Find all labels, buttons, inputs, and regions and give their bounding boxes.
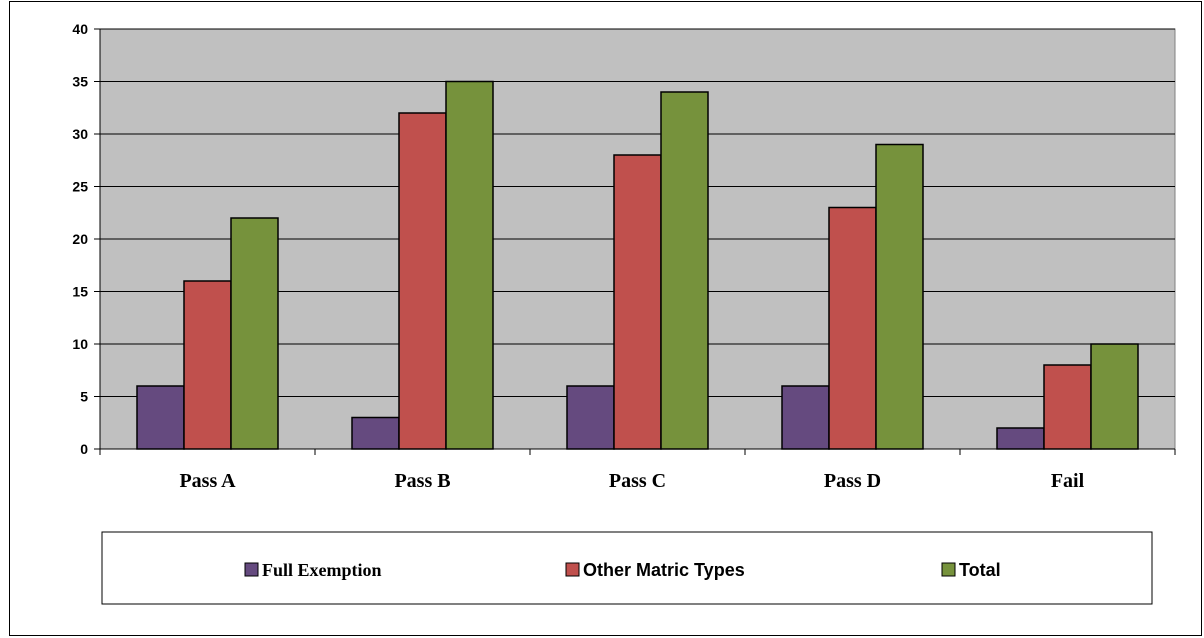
y-tick-label: 10 bbox=[72, 336, 88, 352]
x-category-label: Pass B bbox=[394, 470, 450, 492]
legend-label: Other Matric Types bbox=[583, 560, 745, 580]
legend-label: Full Exemption bbox=[262, 560, 382, 580]
y-tick-label: 0 bbox=[80, 441, 88, 457]
legend-label: Total bbox=[959, 560, 1001, 580]
x-category-label: Fail bbox=[1051, 470, 1085, 492]
x-category-label: Pass A bbox=[179, 470, 236, 492]
x-category-label: Pass C bbox=[609, 470, 666, 492]
bar bbox=[828, 206, 877, 450]
y-tick-label: 35 bbox=[72, 74, 88, 90]
x-category-label: Pass D bbox=[824, 470, 881, 492]
bar bbox=[351, 416, 400, 450]
bar bbox=[183, 280, 232, 450]
bar bbox=[781, 385, 830, 450]
bar bbox=[613, 154, 662, 450]
plot-area: 0 5 10 15 20 25 30 35 40 Pass A Pass B Pass C Pass D… bbox=[72, 21, 1176, 492]
bar bbox=[660, 91, 709, 450]
y-tick-label: 40 bbox=[72, 21, 88, 37]
bar bbox=[996, 427, 1045, 450]
bar bbox=[566, 385, 615, 450]
bar bbox=[1043, 364, 1092, 450]
bar bbox=[136, 385, 185, 450]
legend-swatch bbox=[565, 562, 580, 577]
bar bbox=[230, 217, 279, 450]
y-tick-label: 20 bbox=[72, 231, 88, 247]
y-tick-label: 15 bbox=[72, 284, 88, 300]
y-tick-label: 25 bbox=[72, 179, 88, 195]
bar bbox=[445, 80, 494, 450]
legend-box bbox=[101, 531, 1153, 605]
bar bbox=[398, 112, 447, 450]
bar bbox=[875, 143, 924, 450]
legend: Full Exemption Other Matric Types Total bbox=[101, 531, 1153, 605]
legend-swatch bbox=[941, 562, 956, 577]
bar bbox=[1090, 343, 1139, 450]
legend-swatch bbox=[244, 562, 259, 577]
y-tick-label: 5 bbox=[80, 389, 88, 405]
y-tick-label: 30 bbox=[72, 126, 88, 142]
